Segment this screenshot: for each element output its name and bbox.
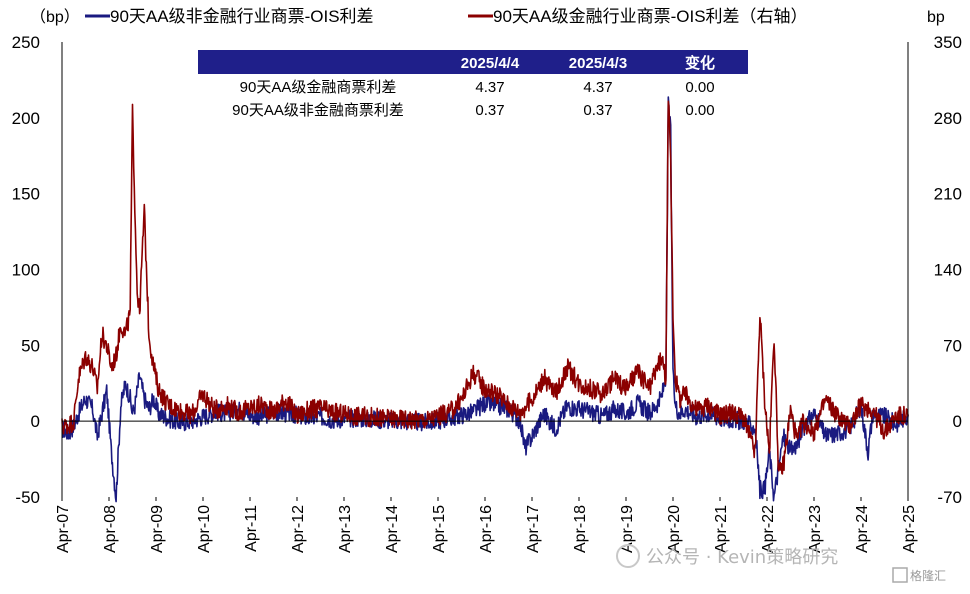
watermark: 公众号 · Kevin策略研究 格隆汇 <box>616 544 946 583</box>
x-tick-label: Apr-14 <box>384 505 401 553</box>
left-axis-unit: （bp） <box>30 8 80 26</box>
table-row-1-col-3: 0.00 <box>685 79 714 96</box>
left-tick-label: 50 <box>21 336 40 355</box>
x-tick-label: Apr-20 <box>666 505 683 553</box>
watermark-text: 公众号 · Kevin策略研究 <box>646 547 838 568</box>
left-tick-label: 150 <box>12 185 40 204</box>
series-lines <box>61 96 909 503</box>
x-tick-label: Apr-19 <box>619 505 636 553</box>
wechat-icon <box>616 544 640 568</box>
table-row-1-col-2: 4.37 <box>583 79 612 96</box>
table-header-bg <box>198 50 748 74</box>
right-tick-label: 350 <box>934 33 962 52</box>
table-row-1-col-1: 4.37 <box>475 79 504 96</box>
x-tick-label: Apr-07 <box>55 505 72 553</box>
x-tick-label: Apr-08 <box>102 505 119 553</box>
series-line-financial <box>61 100 909 475</box>
right-tick-label: 140 <box>934 261 962 280</box>
left-tick-label: 250 <box>12 33 40 52</box>
right-axis-unit: bp <box>927 9 945 26</box>
x-tick-label: Apr-18 <box>572 505 589 553</box>
gelonghui-logo-icon <box>892 567 908 583</box>
table-header-col-2: 2025/4/3 <box>569 55 627 72</box>
left-tick-label: 0 <box>31 412 40 431</box>
x-tick-label: Apr-10 <box>196 505 213 553</box>
x-tick-label: Apr-17 <box>525 505 542 553</box>
x-tick-label: Apr-23 <box>807 505 824 553</box>
x-tick-label: Apr-21 <box>713 505 730 553</box>
summary-table: 2025/4/4 2025/4/3 变化 90天AA级金融商票利差 4.37 4… <box>198 50 748 119</box>
table-header-col-1: 2025/4/4 <box>461 55 520 72</box>
watermark-logo-text: 格隆汇 <box>910 568 946 583</box>
right-tick-label: -70 <box>937 488 962 507</box>
x-tick-label: Apr-16 <box>478 505 495 553</box>
x-axis-ticks: Apr-07 Apr-08 Apr-09 Apr-10 Apr-11 Apr-12 Apr-… <box>55 497 918 553</box>
right-tick-label: 70 <box>943 336 962 355</box>
table-row-2-col-1: 0.37 <box>475 102 504 119</box>
x-tick-label: Apr-12 <box>290 505 307 553</box>
x-tick-label: Apr-22 <box>760 505 777 553</box>
right-axis-ticks: -70 0 70 140 210 280 350 <box>934 33 962 507</box>
x-tick-label: Apr-24 <box>854 505 871 553</box>
right-tick-label: 280 <box>934 109 962 128</box>
x-tick-label: Apr-11 <box>243 505 260 552</box>
right-tick-label: 0 <box>953 412 962 431</box>
right-tick-label: 210 <box>934 185 962 204</box>
table-row-2-col-2: 0.37 <box>583 102 612 119</box>
table-row-2-label: 90天AA级非金融商票利差 <box>232 102 404 119</box>
table-row-2-col-3: 0.00 <box>685 102 714 119</box>
legend-label-series-1: 90天AA级非金融行业商票-OIS利差 <box>110 7 374 26</box>
left-tick-label: -50 <box>15 488 40 507</box>
table-row-1-label: 90天AA级金融商票利差 <box>240 79 397 96</box>
x-tick-label: Apr-15 <box>431 505 448 553</box>
left-tick-label: 100 <box>12 261 40 280</box>
left-tick-label: 200 <box>12 109 40 128</box>
legend: 90天AA级非金融行业商票-OIS利差 90天AA级金融行业商票-OIS利差（右… <box>85 7 808 26</box>
table-header-col-3: 变化 <box>685 54 715 72</box>
legend-label-series-2: 90天AA级金融行业商票-OIS利差（右轴） <box>493 7 808 26</box>
x-tick-label: Apr-09 <box>149 505 166 553</box>
left-axis-ticks: -50 0 50 100 150 200 250 <box>12 33 40 507</box>
x-tick-label: Apr-25 <box>901 505 918 553</box>
x-tick-label: Apr-13 <box>337 505 354 553</box>
series-line-nonfinancial <box>61 96 909 503</box>
